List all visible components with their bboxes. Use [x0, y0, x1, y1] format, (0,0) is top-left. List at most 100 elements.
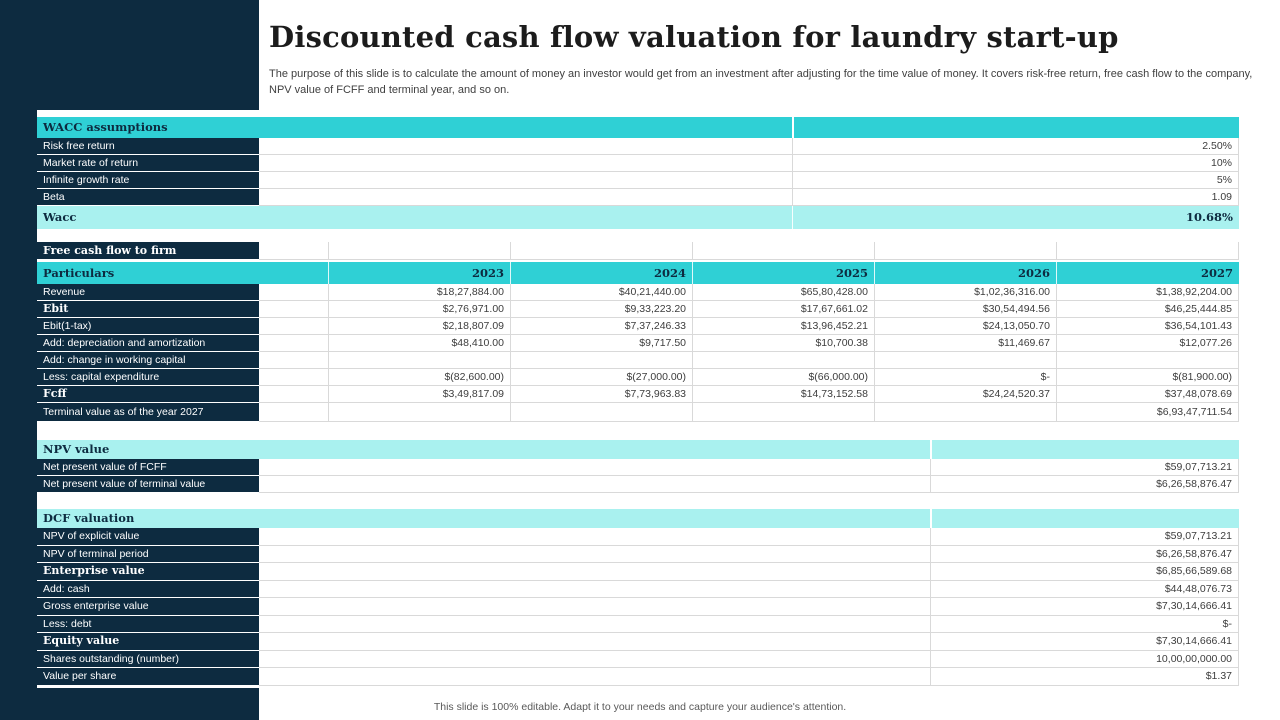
row-value: $2,18,807.09: [328, 318, 510, 335]
year-header: 2024: [510, 262, 692, 284]
npv-header-spacer: [930, 440, 1239, 459]
table-row: Risk free return 2.50%: [37, 138, 1239, 155]
npv-table: NPV value Net present value of FCFF $59,…: [37, 440, 1239, 493]
row-value: [1056, 352, 1239, 369]
row-label: Add: change in working capital: [37, 352, 259, 369]
row-value: $1,02,36,316.00: [874, 284, 1056, 301]
empty-cell: [328, 242, 510, 260]
row-label: Infinite growth rate: [37, 172, 259, 189]
empty-cell: [259, 318, 328, 335]
row-label: Revenue: [37, 284, 259, 301]
row-value: $(81,900.00): [1056, 369, 1239, 386]
row-value: 5%: [792, 172, 1239, 189]
table-row: Net present value of FCFF $59,07,713.21: [37, 459, 1239, 476]
editable-note: This slide is 100% editable. Adapt it to…: [433, 701, 847, 713]
table-row: Terminal value as of the year 2027 $6,93…: [37, 403, 1239, 422]
year-header: 2025: [692, 262, 874, 284]
row-value: $6,26,58,876.47: [930, 545, 1239, 563]
empty-cell: [259, 352, 328, 369]
npv-header-row: NPV value: [37, 440, 1239, 459]
table-row: Value per share $1.37: [37, 668, 1239, 686]
row-spacer-cell: [259, 580, 930, 598]
row-value: $6,93,47,711.54: [1056, 403, 1239, 422]
row-value: $7,73,963.83: [510, 386, 692, 403]
year-header: 2027: [1056, 262, 1239, 284]
row-value: $40,21,440.00: [510, 284, 692, 301]
row-value: $(82,600.00): [328, 369, 510, 386]
row-value: $1,38,92,204.00: [1056, 284, 1239, 301]
row-label: Less: debt: [37, 615, 259, 633]
row-spacer-cell: [259, 615, 930, 633]
empty-cell: [510, 242, 692, 260]
row-spacer-cell: [259, 138, 792, 155]
row-label: Market rate of return: [37, 155, 259, 172]
table-row: Enterprise value $6,85,66,589.68: [37, 563, 1239, 581]
row-label: Add: depreciation and amortization: [37, 335, 259, 352]
row-value: $6,85,66,589.68: [930, 563, 1239, 581]
table-row: Net present value of terminal value $6,2…: [37, 476, 1239, 493]
row-value: $10,700.38: [692, 335, 874, 352]
row-label: Net present value of terminal value: [37, 476, 259, 493]
row-value: $44,48,076.73: [930, 580, 1239, 598]
row-label: Ebit(1-tax): [37, 318, 259, 335]
row-spacer-cell: [259, 172, 792, 189]
row-spacer-cell: [259, 528, 930, 546]
table-row: NPV of explicit value $59,07,713.21: [37, 528, 1239, 546]
wacc-assumptions-table: WACC assumptions Risk free return 2.50% …: [37, 117, 1239, 229]
table-row: Revenue $18,27,884.00 $40,21,440.00 $65,…: [37, 284, 1239, 301]
table-row: Beta 1.09: [37, 189, 1239, 206]
row-value: $37,48,078.69: [1056, 386, 1239, 403]
row-value: $9,717.50: [510, 335, 692, 352]
row-value: $18,27,884.00: [328, 284, 510, 301]
row-value: $12,077.26: [1056, 335, 1239, 352]
row-label: Fcff: [37, 386, 259, 403]
dcf-header-label: DCF valuation: [43, 511, 135, 525]
table-row: Add: cash $44,48,076.73: [37, 580, 1239, 598]
wacc-total-value: 10.68%: [792, 206, 1239, 229]
dcf-header-spacer: [930, 509, 1239, 528]
row-value: $9,33,223.20: [510, 301, 692, 318]
empty-cell: [259, 242, 328, 260]
bottom-left-block: [0, 688, 259, 720]
npv-header-label: NPV value: [43, 442, 110, 456]
row-value: $59,07,713.21: [930, 459, 1239, 476]
empty-cell: [259, 403, 328, 422]
table-row: Fcff $3,49,817.09 $7,73,963.83 $14,73,15…: [37, 386, 1239, 403]
row-value: $24,13,050.70: [874, 318, 1056, 335]
row-value: 10%: [792, 155, 1239, 172]
row-label: Add: cash: [37, 580, 259, 598]
row-value: $(66,000.00): [692, 369, 874, 386]
row-value: [328, 352, 510, 369]
row-label: NPV of terminal period: [37, 545, 259, 563]
row-label: Net present value of FCFF: [37, 459, 259, 476]
row-value: [692, 403, 874, 422]
table-row: Less: debt $-: [37, 615, 1239, 633]
empty-cell: [259, 386, 328, 403]
row-value: $30,54,494.56: [874, 301, 1056, 318]
table-row: Ebit $2,76,971.00 $9,33,223.20 $17,67,66…: [37, 301, 1239, 318]
table-row: Add: change in working capital: [37, 352, 1239, 369]
wacc-total-label: Wacc: [43, 210, 77, 224]
fcff-section-row: Free cash flow to firm: [37, 242, 1239, 260]
row-value: $6,26,58,876.47: [930, 476, 1239, 493]
table-row: Less: capital expenditure $(82,600.00) $…: [37, 369, 1239, 386]
row-value: $7,37,246.33: [510, 318, 692, 335]
row-value: [692, 352, 874, 369]
row-spacer-cell: [259, 476, 930, 493]
row-spacer-cell: [259, 545, 930, 563]
row-value: $7,30,14,666.41: [930, 633, 1239, 651]
row-value: $46,25,444.85: [1056, 301, 1239, 318]
particulars-header-row: Particulars 2023 2024 2025 2026 2027: [37, 262, 1239, 284]
top-left-block: [0, 0, 259, 110]
dcf-header-row: DCF valuation: [37, 509, 1239, 528]
row-value: [874, 403, 1056, 422]
fcff-section-label: Free cash flow to firm: [37, 242, 259, 260]
row-spacer-cell: [259, 189, 792, 206]
row-label: Value per share: [37, 668, 259, 686]
row-value: [510, 403, 692, 422]
row-value: 10,00,00,000.00: [930, 650, 1239, 668]
table-row: Market rate of return 10%: [37, 155, 1239, 172]
row-label: Enterprise value: [37, 563, 259, 581]
row-label: Gross enterprise value: [37, 598, 259, 616]
row-value: $24,24,520.37: [874, 386, 1056, 403]
